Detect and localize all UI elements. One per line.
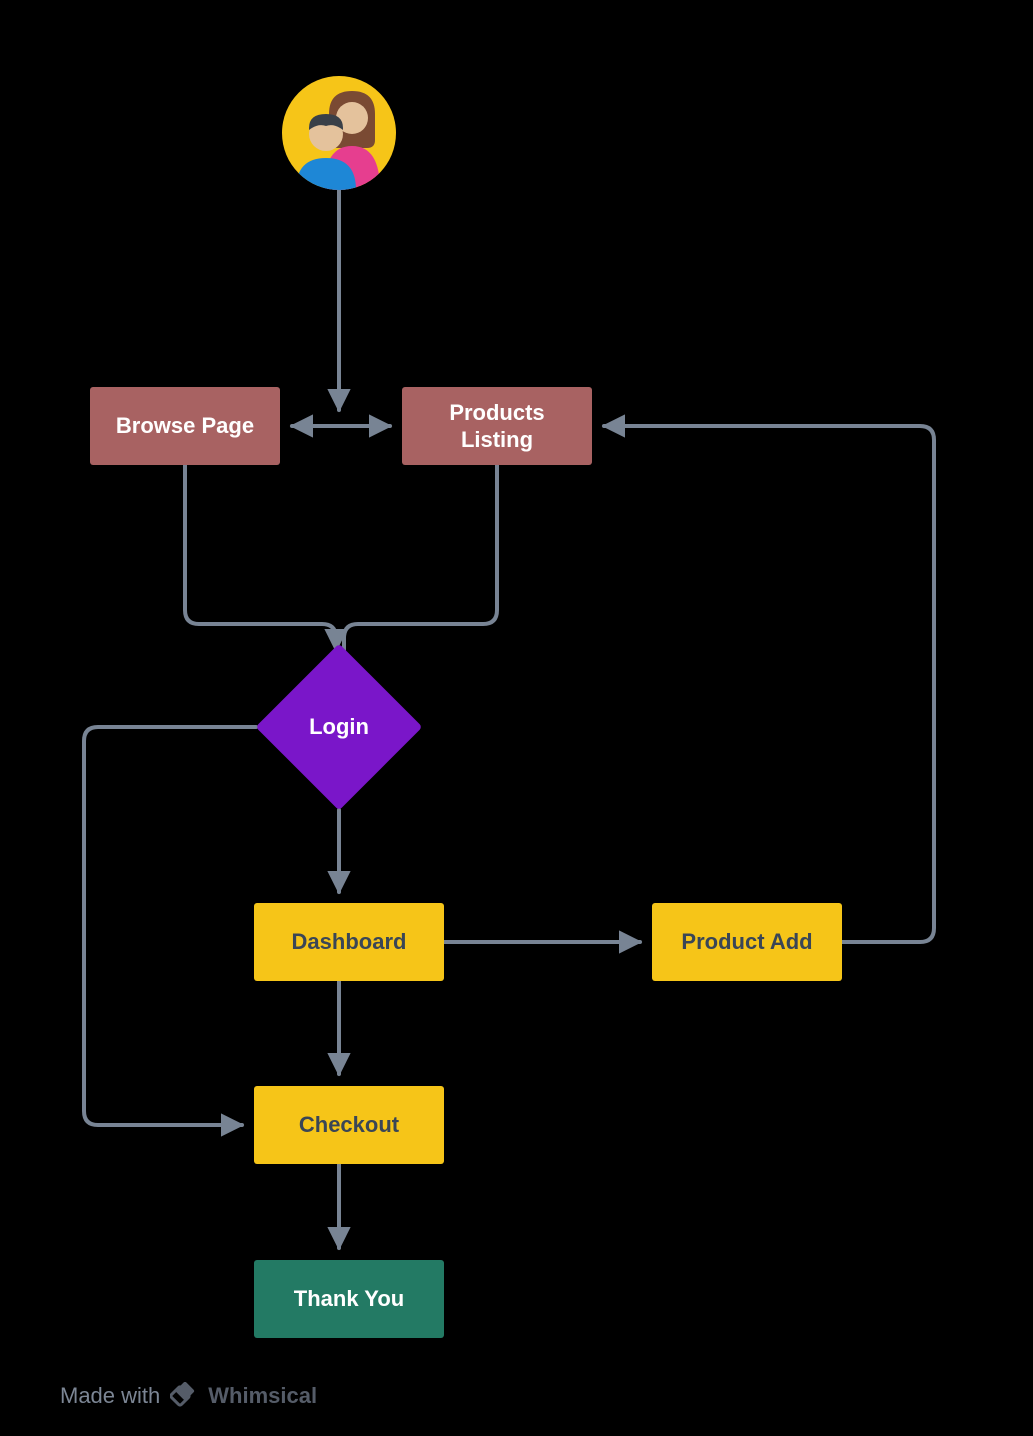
browse-page-node: Browse Page (90, 387, 280, 465)
node-label: Checkout (299, 1111, 399, 1139)
start-node (282, 76, 396, 190)
footer-prefix: Made with (60, 1383, 160, 1409)
node-label: Products Listing (420, 399, 574, 454)
node-label: Thank You (294, 1285, 404, 1313)
made-with-footer: Made with Whimsical (60, 1382, 317, 1410)
node-label: Dashboard (292, 928, 407, 956)
thank-you-node: Thank You (254, 1260, 444, 1338)
dashboard-node: Dashboard (254, 903, 444, 981)
product-add-node: Product Add (652, 903, 842, 981)
people-icon (282, 76, 396, 190)
edge-productadd-to-products (604, 426, 934, 942)
node-label-wrap: Login (280, 668, 398, 786)
edge-products-to-login (344, 465, 497, 650)
edges-layer (0, 0, 1033, 1436)
node-label: Browse Page (116, 412, 254, 440)
edge-login-to-checkout (84, 727, 256, 1125)
footer-brand: Whimsical (208, 1383, 317, 1409)
whimsical-logo-icon (170, 1382, 198, 1410)
node-label: Login (309, 714, 369, 740)
checkout-node: Checkout (254, 1086, 444, 1164)
products-listing-node: Products Listing (402, 387, 592, 465)
edge-browse-to-login (185, 465, 336, 650)
flowchart-canvas: Browse Page Products Listing Dashboard P… (0, 0, 1033, 1436)
node-label: Product Add (681, 928, 812, 956)
login-decision-node: Login (280, 668, 398, 786)
